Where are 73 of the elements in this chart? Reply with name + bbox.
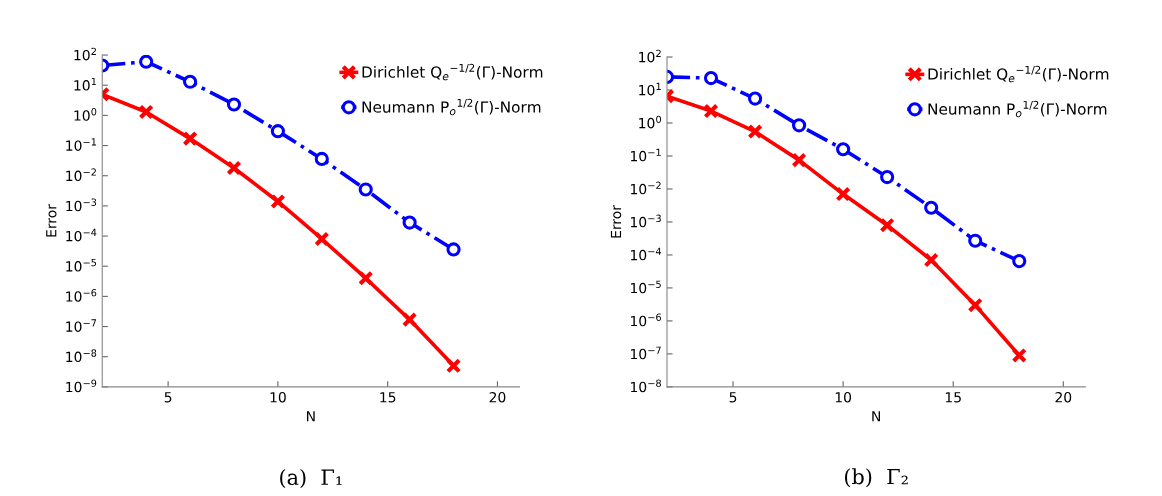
x-tick-label: 15 <box>380 392 396 403</box>
point <box>314 151 329 167</box>
point <box>182 130 198 147</box>
x-tick-label: 5 <box>729 392 737 403</box>
point <box>182 74 198 89</box>
y-tick-label: 10$^{−4}$ <box>66 228 97 242</box>
y-tick-label: 10$^{−6}$ <box>66 289 97 302</box>
point <box>792 118 807 133</box>
y-tick-label: 10$^{−2}$ <box>631 181 661 195</box>
x-tick-label: 20 <box>1055 391 1072 403</box>
point <box>1012 254 1027 269</box>
point <box>446 242 461 257</box>
point <box>401 311 418 328</box>
point <box>747 91 763 106</box>
y-tick-label: 10$^{−3}$ <box>66 198 97 212</box>
y-tick-label: 10$^{−9}$ <box>66 379 97 393</box>
y-tick-label: 10$^{−6}$ <box>631 313 662 327</box>
legend-label: Neumann P$_{o}$$^{1/2}$(Γ)-Norm <box>362 98 541 116</box>
y-tick-label: 10$^{2}$ <box>639 49 661 63</box>
point <box>967 297 983 313</box>
y-tick-label: 10$^{−7}$ <box>631 346 661 360</box>
x-axis-title: N <box>307 411 315 422</box>
point <box>880 169 895 185</box>
point <box>226 97 242 112</box>
point <box>358 182 373 197</box>
y-tick-label: 10$^{−5}$ <box>631 280 661 294</box>
legend-label: Dirichlet Q$_{e}$$^{−1/2}$(Γ)-Norm <box>362 63 543 81</box>
y-tick-label: 10$^{−1}$ <box>66 138 96 151</box>
legend-label: Dirichlet Q$_{e}$$^{−1/2}$(Γ)-Norm <box>928 65 1109 83</box>
point <box>1011 347 1027 364</box>
x-tick-label: 15 <box>945 392 961 403</box>
y-tick-label: 10$^{0}$ <box>74 108 97 121</box>
x-axis-title: N <box>872 411 880 422</box>
y-tick-label: 10$^{0}$ <box>639 115 662 129</box>
y-tick-label: 10$^{−2}$ <box>66 168 96 182</box>
y-tick-label: 10$^{−8}$ <box>66 349 97 363</box>
point <box>703 103 719 119</box>
point <box>924 200 939 215</box>
y-tick-label: 10$^{−3}$ <box>631 214 661 228</box>
point <box>879 217 895 233</box>
y-tick-label: 10$^{−7}$ <box>66 319 97 332</box>
x-tick-label: 20 <box>489 391 506 403</box>
point <box>791 152 807 168</box>
x-tick-label: 10 <box>270 391 286 403</box>
point <box>226 160 242 176</box>
y-tick-label: 10$^{2}$ <box>74 47 96 61</box>
point <box>402 215 417 230</box>
point <box>445 358 462 374</box>
point <box>747 123 763 140</box>
y-axis-title: Error <box>610 205 622 238</box>
y-tick-label: 10$^{−1}$ <box>631 148 661 162</box>
point <box>836 142 851 157</box>
point <box>923 252 939 268</box>
y-axis-title: Error <box>46 204 57 237</box>
text: (a) Γ₁ <box>280 468 342 488</box>
point <box>314 231 330 247</box>
legend-label: Neumann P$_{o}$$^{1/2}$(Γ)-Norm <box>928 100 1107 118</box>
point <box>270 193 286 210</box>
y-tick-label: 10$^{−8}$ <box>631 379 661 393</box>
x-tick-label: 5 <box>164 392 172 403</box>
point <box>270 124 285 139</box>
y-tick-label: 10$^{1}$ <box>74 78 97 91</box>
point <box>968 233 983 248</box>
point <box>139 55 154 69</box>
y-tick-label: 10$^{1}$ <box>639 82 661 96</box>
point <box>358 270 374 286</box>
y-tick-label: 10$^{−4}$ <box>631 247 662 261</box>
y-tick-label: 10$^{−5}$ <box>66 258 97 272</box>
x-tick-label: 10 <box>835 391 852 403</box>
point <box>138 104 154 120</box>
text: (b) Γ₂ <box>844 468 908 488</box>
point <box>835 186 851 202</box>
point <box>703 71 719 86</box>
